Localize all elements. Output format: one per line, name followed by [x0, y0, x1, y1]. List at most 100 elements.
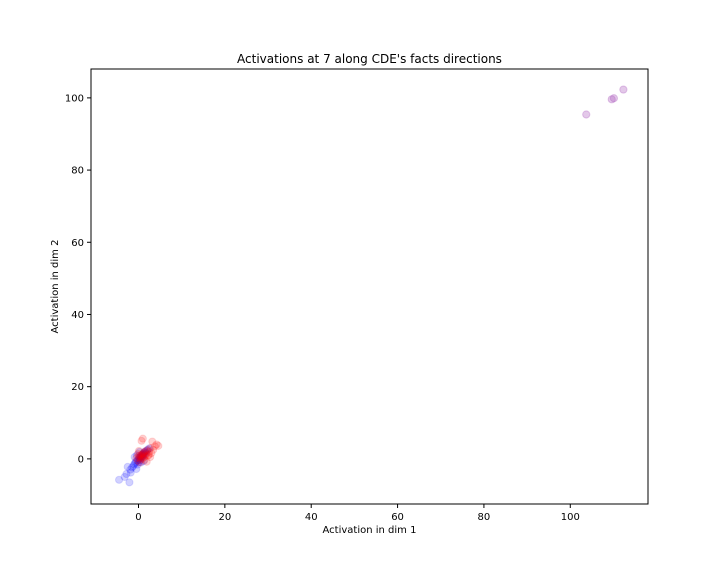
data-point — [138, 451, 147, 460]
data-point — [136, 458, 146, 467]
data-point — [140, 447, 150, 456]
data-point — [136, 452, 146, 461]
data-point — [135, 456, 144, 465]
data-point — [114, 475, 124, 484]
data-point — [132, 454, 141, 463]
data-point — [136, 451, 146, 461]
data-point — [139, 451, 148, 460]
y-tick-label: 60 — [71, 238, 84, 249]
y-tick-label: 100 — [65, 93, 84, 104]
data-point — [137, 450, 147, 460]
data-point — [152, 440, 161, 449]
data-point — [126, 468, 135, 477]
data-point — [619, 85, 628, 94]
data-point — [139, 453, 148, 462]
data-point — [136, 452, 145, 461]
data-point — [149, 445, 158, 454]
data-point — [130, 460, 139, 469]
data-point — [582, 110, 591, 119]
data-point — [140, 452, 150, 461]
data-point — [144, 450, 153, 460]
data-point — [607, 95, 616, 104]
data-point — [135, 453, 144, 462]
data-point — [141, 447, 150, 456]
data-point — [609, 94, 618, 103]
data-point — [135, 453, 144, 462]
x-axis-ticks: 0 20 40 60 80 100 — [135, 504, 580, 523]
x-tick-label: 40 — [305, 512, 318, 523]
x-tick-label: 80 — [478, 512, 491, 523]
data-point — [129, 461, 138, 471]
x-tick-label: 60 — [391, 512, 404, 523]
data-point — [147, 448, 156, 458]
data-point — [136, 455, 145, 464]
data-point — [127, 463, 137, 472]
y-tick-label: 40 — [71, 310, 84, 321]
data-point — [154, 441, 163, 450]
data-point — [145, 444, 154, 453]
data-point — [142, 450, 151, 459]
data-point — [146, 443, 155, 453]
data-point — [140, 448, 149, 457]
data-point — [122, 469, 131, 479]
data-point — [140, 448, 149, 457]
data-point — [141, 448, 150, 458]
data-point — [134, 455, 143, 464]
data-point — [132, 464, 141, 474]
data-point — [143, 451, 153, 460]
data-point — [148, 437, 157, 446]
x-tick-label: 20 — [218, 512, 231, 523]
data-point — [143, 445, 153, 454]
data-point — [137, 450, 147, 459]
data-point — [140, 450, 149, 459]
data-point — [139, 456, 148, 466]
data-point — [134, 451, 143, 461]
data-point — [142, 446, 151, 455]
data-point — [135, 458, 144, 467]
data-point — [134, 458, 144, 467]
data-point — [135, 447, 144, 457]
plot-frame — [90, 68, 649, 505]
data-point — [145, 447, 154, 456]
data-point — [134, 446, 144, 456]
data-point — [136, 454, 145, 463]
y-tick-label: 80 — [71, 166, 84, 177]
y-tick-label: 0 — [78, 454, 84, 465]
data-point — [139, 449, 148, 458]
data-point — [133, 449, 143, 458]
data-point — [130, 452, 139, 462]
data-point — [130, 459, 140, 468]
data-point — [120, 472, 129, 482]
y-tick-label: 20 — [71, 382, 84, 393]
y-axis-label: Activation in dim 2 — [50, 240, 61, 334]
data-point — [126, 465, 135, 474]
data-point — [125, 478, 134, 487]
data-point — [137, 436, 146, 445]
y-axis-ticks: 0 20 40 60 80 100 — [65, 93, 91, 465]
data-point — [138, 450, 147, 459]
data-point — [123, 462, 132, 471]
x-axis-label: Activation in dim 1 — [323, 525, 417, 536]
data-point — [138, 434, 147, 443]
x-tick-label: 0 — [135, 512, 141, 523]
data-point — [133, 456, 142, 465]
data-point — [146, 452, 155, 462]
data-point — [131, 457, 141, 466]
data-point — [133, 460, 142, 469]
data-point — [138, 452, 147, 461]
data-point — [139, 449, 148, 458]
data-point — [140, 455, 149, 465]
data-point — [136, 451, 145, 460]
data-point — [133, 456, 142, 465]
points-layer — [114, 85, 628, 487]
x-tick-label: 100 — [561, 512, 580, 523]
data-point — [137, 453, 146, 462]
chart-title: Activations at 7 along CDE's facts direc… — [237, 52, 502, 66]
data-point — [142, 457, 151, 466]
data-point — [150, 442, 160, 451]
data-point — [132, 451, 141, 460]
data-point — [138, 454, 147, 463]
data-point — [143, 446, 152, 455]
